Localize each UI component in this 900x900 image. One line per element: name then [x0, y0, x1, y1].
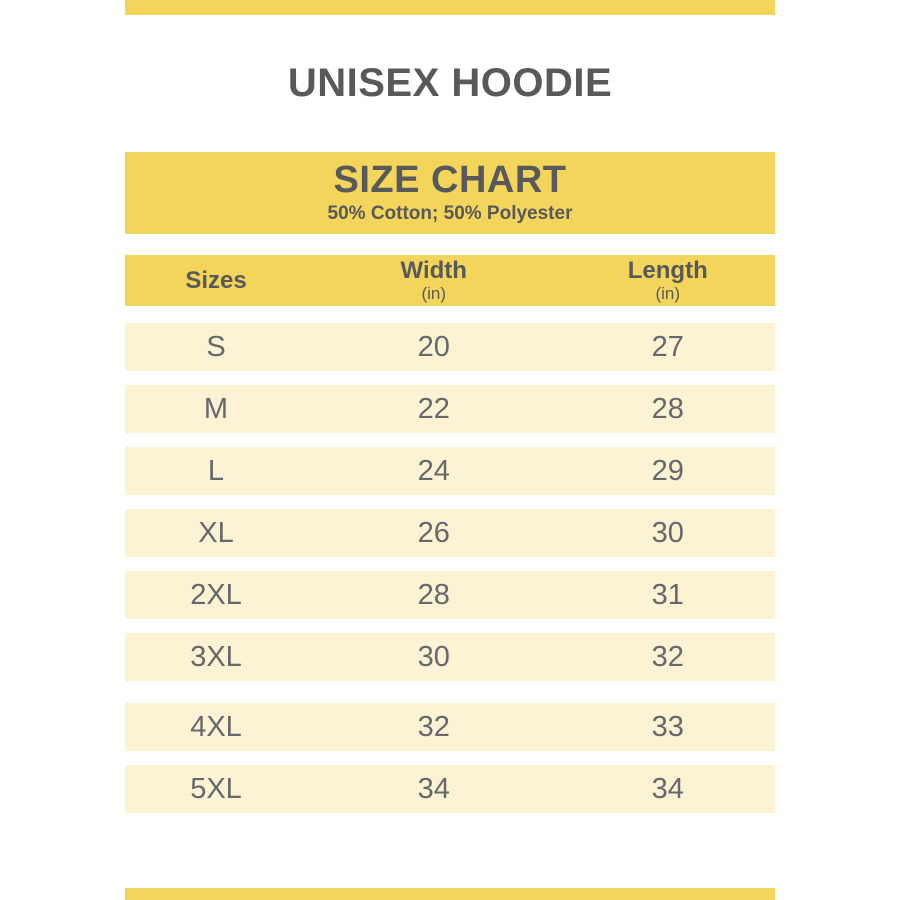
width-cell: 28	[417, 579, 450, 611]
width-cell: 22	[417, 393, 450, 425]
column-header-length: Length (in)	[561, 255, 776, 306]
material-subtitle: 50% Cotton; 50% Polyester	[327, 203, 573, 224]
width-cell: 34	[417, 773, 450, 805]
size-cell: S	[206, 331, 226, 363]
table-row: L 24 29	[125, 447, 775, 495]
size-chart-header: SIZE CHART 50% Cotton; 50% Polyester	[125, 152, 775, 234]
column-label: Sizes	[185, 266, 247, 294]
size-cell: 5XL	[190, 773, 242, 805]
length-cell: 29	[651, 455, 684, 487]
length-cell: 34	[651, 773, 684, 805]
size-cell: XL	[198, 517, 234, 549]
size-cell: 3XL	[190, 641, 242, 673]
width-cell: 32	[417, 711, 450, 743]
product-title-section: UNISEX HOODIE	[125, 15, 775, 152]
table-row: 5XL 34 34	[125, 765, 775, 813]
top-accent-bar	[125, 0, 775, 15]
length-cell: 33	[651, 711, 684, 743]
column-unit: (in)	[655, 284, 681, 303]
table-row: 2XL 28 31	[125, 571, 775, 619]
column-header-sizes: Sizes	[125, 255, 307, 306]
table-body: S 20 27 M 22 28 L 24 29 XL 26 30 2XL 28 …	[125, 323, 775, 813]
size-cell: 4XL	[190, 711, 242, 743]
table-row: M 22 28	[125, 385, 775, 433]
column-header-width: Width (in)	[307, 255, 561, 306]
width-cell: 20	[417, 331, 450, 363]
table-row: S 20 27	[125, 323, 775, 371]
table-row: 4XL 32 33	[125, 703, 775, 751]
product-title: UNISEX HOODIE	[287, 61, 613, 105]
size-cell: M	[203, 393, 229, 425]
size-cell: L	[207, 455, 225, 487]
size-chart-title: SIZE CHART	[333, 159, 567, 201]
size-table: Sizes Width (in) Length (in) S 20 27 M 2…	[125, 255, 775, 813]
column-label: Width	[400, 257, 467, 284]
width-cell: 24	[417, 455, 450, 487]
length-cell: 28	[651, 393, 684, 425]
column-label: Length	[627, 257, 708, 284]
bottom-accent-bar	[125, 888, 775, 900]
width-cell: 30	[417, 641, 450, 673]
table-header-row: Sizes Width (in) Length (in)	[125, 255, 775, 306]
length-cell: 31	[651, 579, 684, 611]
column-unit: (in)	[421, 284, 447, 303]
table-row: XL 26 30	[125, 509, 775, 557]
length-cell: 32	[651, 641, 684, 673]
length-cell: 30	[651, 517, 684, 549]
length-cell: 27	[651, 331, 684, 363]
size-cell: 2XL	[190, 579, 242, 611]
width-cell: 26	[417, 517, 450, 549]
table-row: 3XL 30 32	[125, 633, 775, 681]
